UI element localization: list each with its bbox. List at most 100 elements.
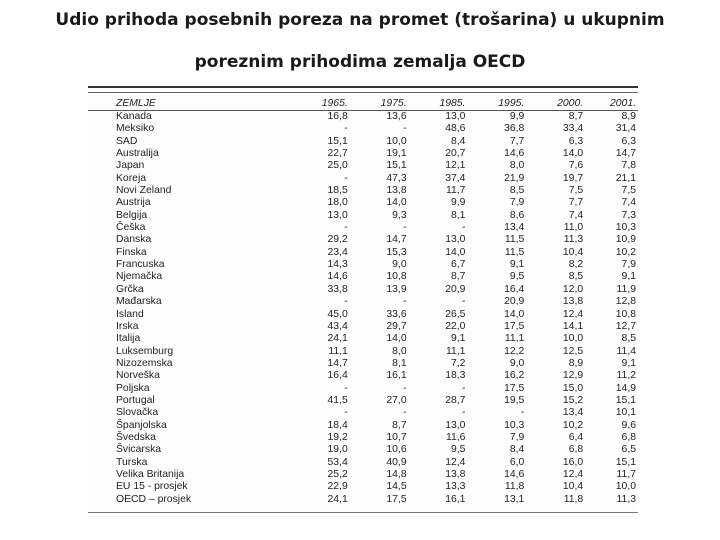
table-header-row: ZEMLJE 1965. 1975. 1985. 1995. 2000. 200… xyxy=(88,97,638,111)
table-row: Belgija 13,0 9,3 8,1 8,6 7,4 7,3 xyxy=(88,210,638,222)
cell-1965: 13,0 xyxy=(327,209,348,221)
cell-1965: 14,6 xyxy=(327,271,348,283)
cell-1995: 11,5 xyxy=(504,246,525,258)
cell-1985: 8,1 xyxy=(451,209,466,221)
table-row: Njemačka 14,6 10,8 8,7 9,5 8,5 9,1 xyxy=(88,271,638,283)
cell-1995: 8,4 xyxy=(509,444,525,456)
cell-1995: 10,3 xyxy=(504,419,525,431)
cell-1975: - xyxy=(403,123,407,135)
table-row: Finska 23,4 15,3 14,0 11,5 10,4 10,2 xyxy=(88,247,638,259)
cell-1995: 17,5 xyxy=(504,320,525,332)
cell-country: Češka xyxy=(116,222,146,234)
cell-1985: 8,4 xyxy=(451,135,466,147)
cell-2000: 12,5 xyxy=(562,345,584,357)
cell-2000: 33,4 xyxy=(562,123,584,135)
table-row: Norveška 16,4 16,1 18,3 16,2 12,9 11,2 xyxy=(88,370,638,382)
table-row: SAD 15,1 10,0 8,4 7,7 6,3 6,3 xyxy=(88,136,638,148)
cell-2001: 14,7 xyxy=(615,148,636,160)
cell-1975: - xyxy=(403,222,407,234)
cell-1995: 16,2 xyxy=(504,370,525,382)
cell-1975: 10,8 xyxy=(386,271,407,283)
cell-1965: 22,7 xyxy=(327,148,348,160)
cell-1965: 29,2 xyxy=(327,234,348,246)
cell-1995: 13,4 xyxy=(504,222,525,234)
cell-1975: 14,7 xyxy=(386,234,407,246)
cell-2001: 7,8 xyxy=(621,160,636,172)
cell-1965: 25,0 xyxy=(327,160,348,172)
cell-1975: 13,9 xyxy=(386,283,407,295)
cell-2001: 7,4 xyxy=(621,197,636,209)
cell-2001: 11,3 xyxy=(616,493,636,505)
cell-1965: 45,0 xyxy=(327,308,348,320)
cell-1985: 14,0 xyxy=(445,246,466,258)
cell-1995: 8,5 xyxy=(509,185,525,197)
cell-country: Kanada xyxy=(116,111,152,122)
cell-2000: 12,4 xyxy=(562,468,584,480)
table-row: Grčka 33,8 13,9 20,9 16,4 12,0 11,9 xyxy=(88,284,638,296)
cell-1965: - xyxy=(344,382,348,394)
cell-1995: - xyxy=(520,407,525,419)
cell-2000: 7,6 xyxy=(568,160,584,172)
cell-1985: 13,0 xyxy=(445,419,466,431)
cell-2000: 11,0 xyxy=(563,222,584,234)
cell-2000: 6,3 xyxy=(568,135,584,147)
cell-1975: 10,7 xyxy=(386,431,407,443)
table-row: Turska 53,4 40,9 12,4 6,0 16,0 15,1 xyxy=(88,457,638,469)
excise-share-table: ZEMLJE 1965. 1975. 1985. 1995. 2000. 200… xyxy=(88,97,638,506)
cell-1995: 13,1 xyxy=(504,493,525,505)
cell-country: Grčka xyxy=(116,283,144,295)
cell-2001: 14,9 xyxy=(615,382,636,394)
cell-country: Slovačka xyxy=(116,407,159,419)
table-row: Švicarska 19,0 10,6 9,5 8,4 6,8 6,5 xyxy=(88,444,638,456)
cell-country: Nizozemska xyxy=(116,357,173,369)
cell-2001: 7,9 xyxy=(621,259,636,271)
cell-1995: 9,0 xyxy=(509,357,525,369)
cell-1985: 16,1 xyxy=(445,493,466,505)
cell-2000: 15,0 xyxy=(562,382,584,394)
cell-2000: 8,2 xyxy=(568,259,584,271)
cell-1975: 14,0 xyxy=(386,333,407,345)
cell-1995: 7,9 xyxy=(509,431,525,443)
table-row: Novi Zeland 18,5 13,8 11,7 8,5 7,5 7,5 xyxy=(88,185,638,197)
column-header-1995: 1995. xyxy=(465,97,525,111)
table-row: Island 45,0 33,6 26,5 14,0 12,4 10,8 xyxy=(88,309,638,321)
cell-1975: - xyxy=(403,296,407,308)
cell-2001: 6,3 xyxy=(621,135,636,147)
cell-1995: 9,1 xyxy=(509,259,525,271)
cell-1975: 14,8 xyxy=(386,468,407,480)
cell-1965: 24,1 xyxy=(327,493,348,505)
cell-1995: 14,0 xyxy=(504,308,525,320)
cell-country: OECD – prosjek xyxy=(116,493,192,505)
cell-1975: 10,0 xyxy=(386,135,407,147)
cell-1985: 12,1 xyxy=(445,160,466,172)
cell-1985: 7,2 xyxy=(451,357,466,369)
cell-1985: 11,6 xyxy=(446,431,466,443)
cell-2001: 10,2 xyxy=(615,246,636,258)
cell-1975: 15,3 xyxy=(386,246,407,258)
cell-country: Meksiko xyxy=(116,123,155,135)
cell-1985: 9,1 xyxy=(451,333,466,345)
cell-2000: 6,8 xyxy=(568,444,584,456)
cell-1995: 16,4 xyxy=(504,283,525,295)
cell-1985: - xyxy=(461,222,466,234)
cell-2001: 11,7 xyxy=(616,468,636,480)
cell-2000: 10,0 xyxy=(562,333,584,345)
cell-1985: 13,3 xyxy=(445,481,466,493)
cell-1985: 28,7 xyxy=(445,394,466,406)
cell-country: Poljska xyxy=(116,382,150,394)
cell-1985: 11,1 xyxy=(446,345,466,357)
cell-1965: 33,8 xyxy=(327,283,348,295)
cell-country: Japan xyxy=(116,160,145,172)
cell-2001: 12,8 xyxy=(615,296,636,308)
cell-1965: 18,4 xyxy=(327,419,348,431)
cell-1975: 8,7 xyxy=(392,419,407,431)
cell-country: Mađarska xyxy=(116,296,162,308)
cell-country: Portugal xyxy=(116,394,155,406)
cell-1975: 15,1 xyxy=(386,160,407,172)
cell-country: Island xyxy=(116,308,144,320)
table-row: Australija 22,7 19,1 20,7 14,6 14,0 14,7 xyxy=(88,148,638,160)
cell-1995: 6,0 xyxy=(509,456,525,468)
cell-1985: 12,4 xyxy=(445,456,466,468)
cell-1965: 24,1 xyxy=(327,333,348,345)
cell-1985: 13,0 xyxy=(445,111,466,122)
